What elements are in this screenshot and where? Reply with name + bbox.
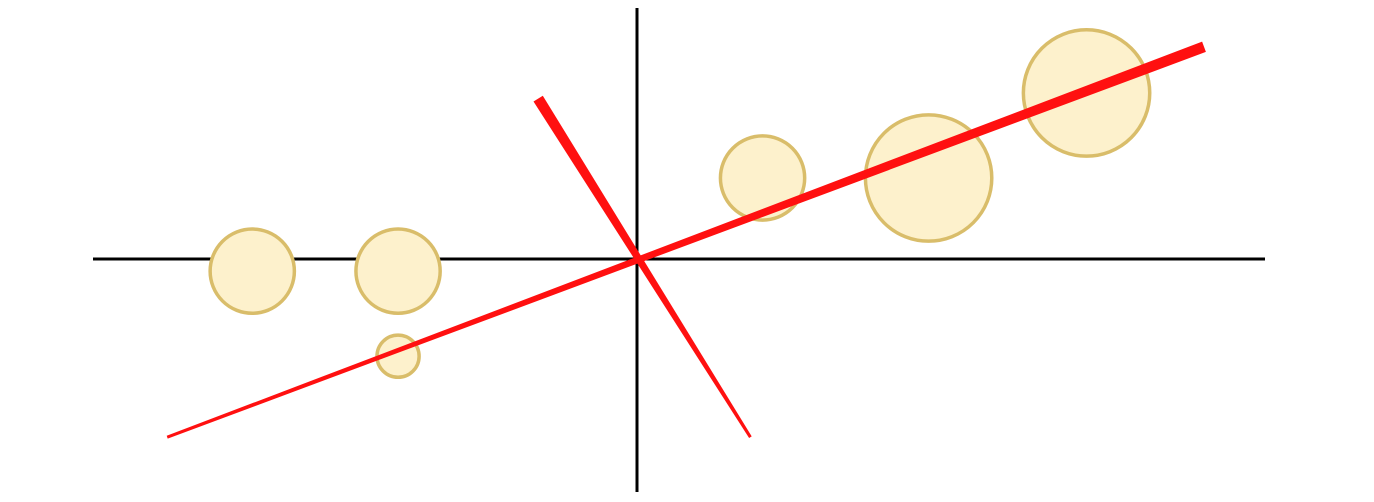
data-point-1: [208, 227, 297, 316]
data-point-4: [718, 134, 807, 222]
data-points: [208, 28, 1152, 380]
principal-line-2: [533, 95, 752, 438]
data-point-2: [354, 227, 442, 316]
principal-lines: [166, 41, 1206, 439]
principal-line-1: [166, 41, 1206, 439]
